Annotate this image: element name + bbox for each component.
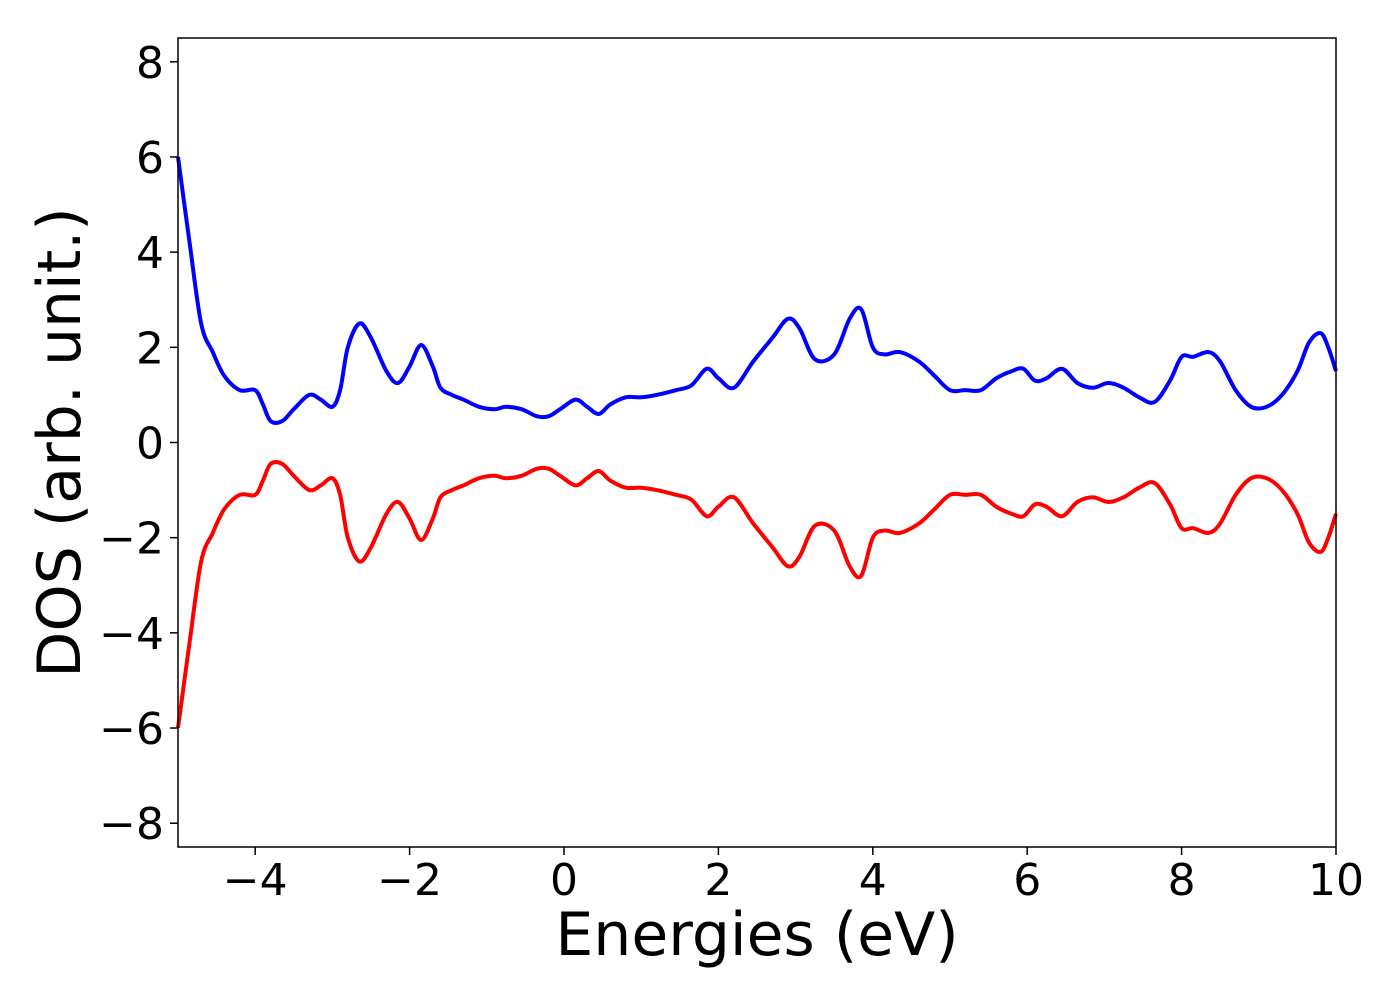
x-tick-label: −4 [223, 855, 288, 906]
y-tick-label: 8 [136, 38, 164, 89]
x-tick-label: −2 [377, 855, 442, 906]
y-tick-label: 2 [136, 323, 164, 374]
y-tick-label: −8 [99, 799, 164, 850]
x-axis-title: Energies (eV) [555, 900, 958, 970]
x-tick-label: 10 [1308, 855, 1364, 906]
y-tick-label: 0 [136, 419, 164, 470]
x-tick-label: 0 [550, 855, 578, 906]
y-tick-label: −4 [99, 609, 164, 660]
y-tick-label: 6 [136, 133, 164, 184]
dos-line-positive [176, 156, 1338, 425]
y-axis: 8 6 4 2 0 −2 −4 −6 −8 [99, 38, 178, 850]
x-tick-label: 2 [704, 855, 732, 906]
y-tick-label: −2 [99, 514, 164, 565]
x-axis: −4 −2 0 2 4 6 8 10 [223, 847, 1364, 906]
y-tick-label: 4 [136, 228, 164, 279]
x-tick-label: 6 [1013, 855, 1041, 906]
x-tick-label: 4 [859, 855, 887, 906]
y-tick-label: −6 [99, 704, 164, 755]
dos-line-negative [176, 460, 1338, 729]
y-axis-title: DOS (arb. unit.) [25, 207, 95, 677]
plot-lines [176, 156, 1338, 729]
x-tick-label: 8 [1168, 855, 1196, 906]
plot-frame [177, 37, 1337, 848]
